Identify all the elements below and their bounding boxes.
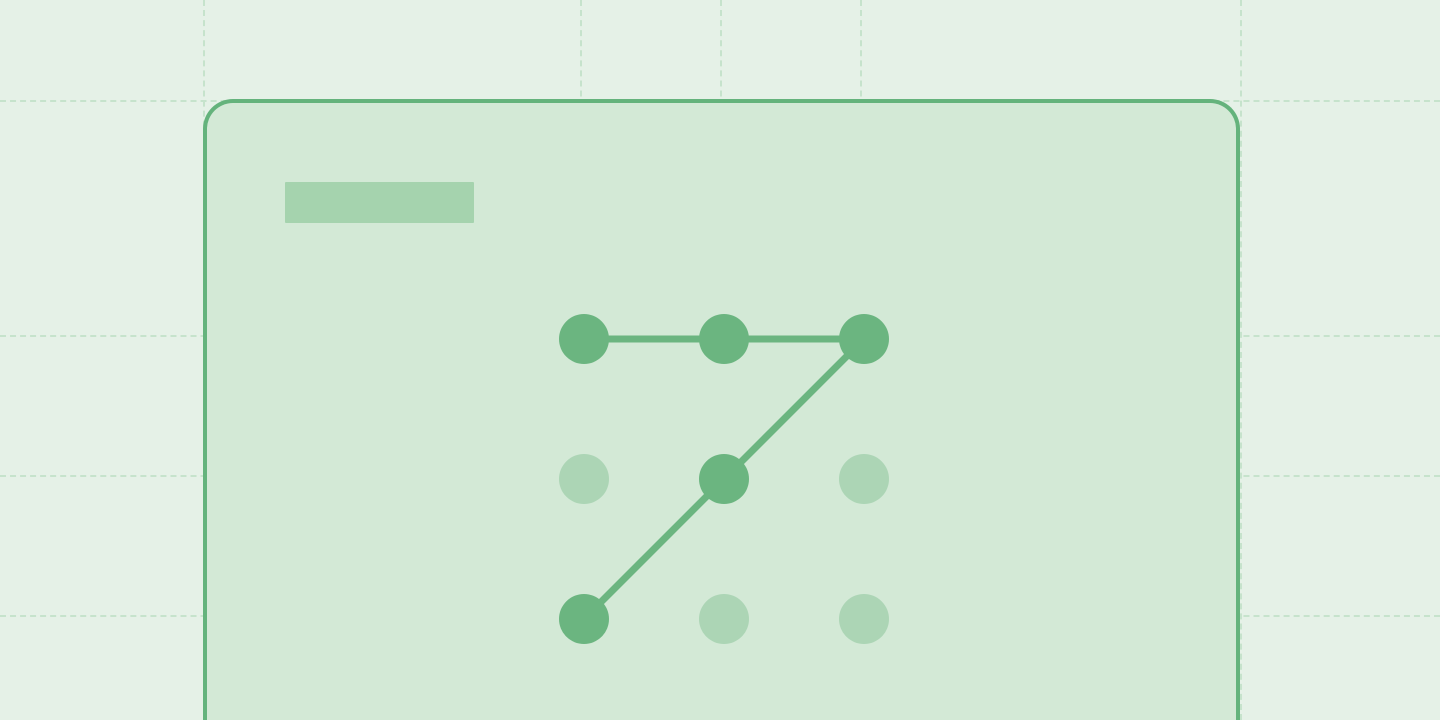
pattern-dot-0[interactable] bbox=[559, 314, 609, 364]
title-skeleton bbox=[285, 182, 474, 223]
pattern-lock[interactable] bbox=[559, 314, 915, 670]
pattern-dot-3[interactable] bbox=[559, 454, 609, 504]
grid-line-vertical bbox=[1240, 0, 1242, 720]
pattern-dot-6[interactable] bbox=[559, 594, 609, 644]
pattern-dot-5[interactable] bbox=[839, 454, 889, 504]
pattern-dot-7[interactable] bbox=[699, 594, 749, 644]
pattern-dot-1[interactable] bbox=[699, 314, 749, 364]
pattern-dot-4[interactable] bbox=[699, 454, 749, 504]
pattern-dot-8[interactable] bbox=[839, 594, 889, 644]
pattern-dot-2[interactable] bbox=[839, 314, 889, 364]
unlock-card bbox=[203, 99, 1240, 720]
